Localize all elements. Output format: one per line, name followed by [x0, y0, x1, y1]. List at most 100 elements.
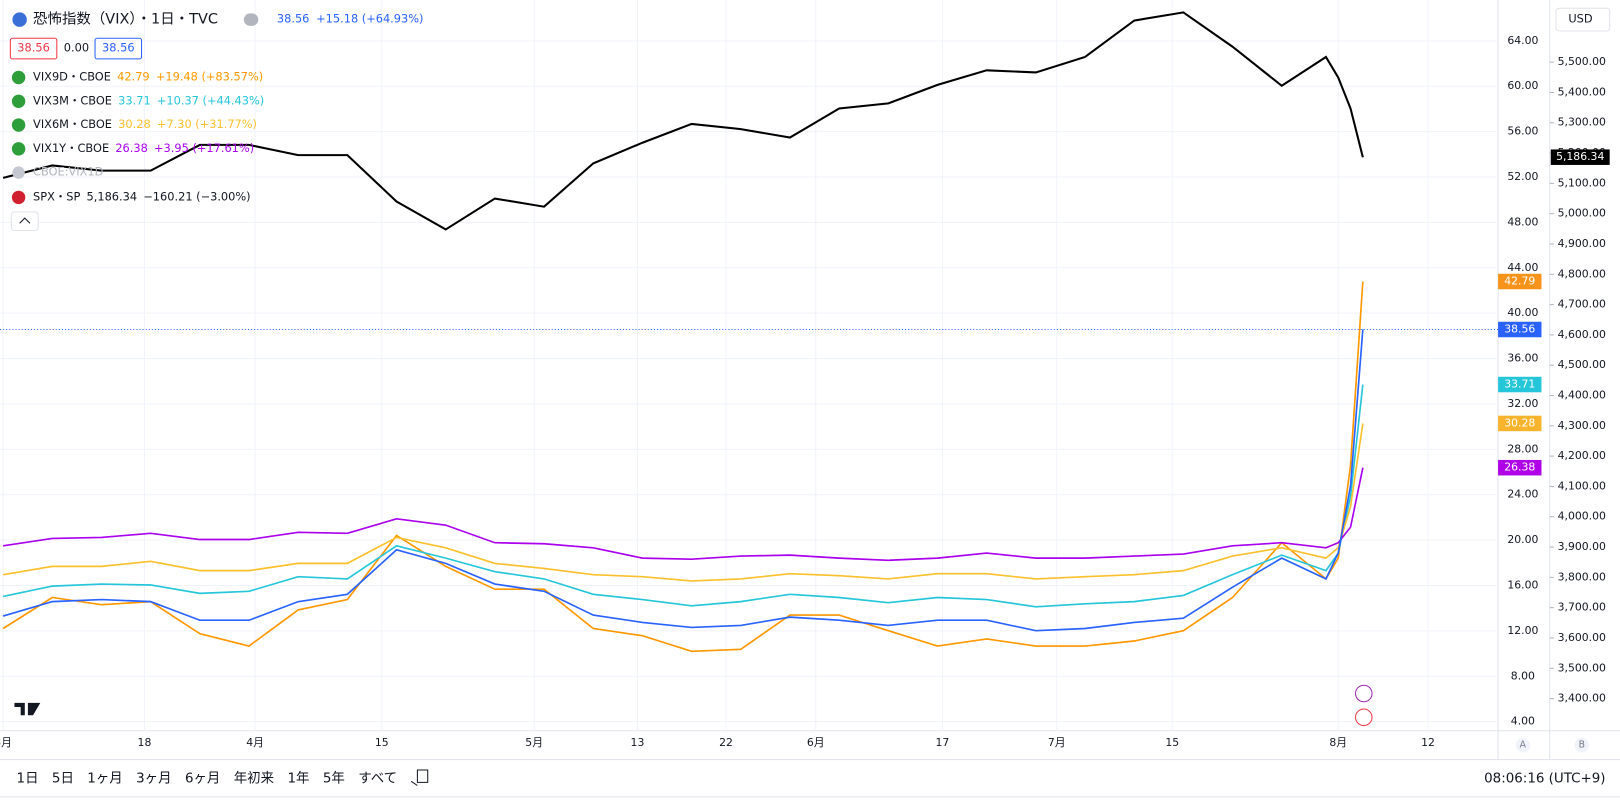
- price-tag: [1498, 415, 1542, 432]
- legend-entry: SPX・SP 5,186.34 −160.21 (−3.00%): [33, 189, 251, 203]
- legend-name: VIX9D・CBOE: [33, 70, 111, 84]
- y2-tick-label: 3,900.00: [1558, 540, 1606, 553]
- flag-icon: [12, 12, 27, 27]
- legend-change: +7.30 (+31.77%): [157, 117, 257, 131]
- price-tag: [1498, 321, 1542, 338]
- price-tag: [1498, 376, 1542, 393]
- x-tick-label: 3月: [0, 736, 12, 749]
- axis-button[interactable]: [1574, 737, 1590, 753]
- header-change: +15.18 (+64.93%): [316, 12, 423, 26]
- price-tag-label: 5,186.34: [1556, 150, 1604, 163]
- ohlc-value: 0.00: [64, 41, 89, 55]
- chart-title: 恐怖指数（VIX）・1日・TVC: [33, 11, 218, 28]
- y2-tick-label: 4,700.00: [1558, 298, 1606, 311]
- logo: [14, 702, 41, 716]
- range-button[interactable]: 1日: [17, 771, 39, 786]
- event-icon[interactable]: [1354, 708, 1373, 727]
- legend-change: +3.95 (+17.61%): [154, 141, 254, 155]
- y-tick-label: 28.00: [1507, 442, 1538, 455]
- axis-button-label: B: [1579, 740, 1585, 751]
- legend-icon: [12, 166, 25, 179]
- y-tick-label: 52.00: [1507, 170, 1538, 183]
- event-icon[interactable]: [1354, 684, 1373, 703]
- legend-name: VIX1Y・CBOE: [33, 141, 109, 155]
- y-tick-label: 48.00: [1507, 215, 1538, 228]
- legend-icon: [11, 70, 26, 85]
- collapse-button[interactable]: [10, 211, 39, 231]
- y2-tick-label: 4,200.00: [1558, 449, 1606, 462]
- legend-icon: [11, 142, 26, 156]
- range-button[interactable]: 5年: [323, 770, 345, 786]
- range-button[interactable]: 年初来: [234, 770, 274, 786]
- y2-tick-label: 5,400.00: [1558, 85, 1606, 98]
- x-tick-label: 18: [138, 736, 152, 749]
- x-tick-label: 7月: [1048, 736, 1066, 749]
- x-tick-label: 5月: [525, 736, 543, 749]
- legend-last: 33.71: [118, 93, 151, 107]
- date-range-icon[interactable]: [410, 769, 429, 786]
- y2-tick-label: 4,800.00: [1558, 267, 1606, 280]
- price-tag: [1550, 149, 1610, 165]
- legend-entry: VIX3M・CBOE 33.71 +10.37 (+44.43%): [33, 93, 264, 107]
- price-tag: [1498, 459, 1542, 476]
- y2-tick-label: 4,000.00: [1558, 510, 1606, 523]
- legend-last: 5,186.34: [87, 189, 138, 203]
- axis-button-label: A: [1520, 740, 1527, 751]
- y2-tick-label: 5,000.00: [1558, 207, 1606, 220]
- y2-tick-label: 4,300.00: [1558, 419, 1606, 432]
- range-button[interactable]: 1ヶ月: [87, 771, 122, 786]
- overlay: 恐怖指数（VIX）・1日・TVC 38.56 +15.18 (+64.93%) …: [9, 7, 1611, 786]
- range-button[interactable]: 6ヶ月: [185, 771, 220, 786]
- y2-tick-label: 3,600.00: [1558, 631, 1606, 644]
- y-tick-label: 40.00: [1507, 306, 1538, 319]
- price-tag: [1498, 273, 1542, 290]
- range-button[interactable]: 3ヶ月: [136, 771, 171, 786]
- ohlc-box: [94, 37, 143, 60]
- y2-tick-label: 5,500.00: [1558, 55, 1606, 68]
- y-tick-label: 44.00: [1507, 261, 1538, 274]
- header-last: 38.56: [277, 12, 310, 26]
- y2-tick-label: 4,400.00: [1558, 389, 1606, 402]
- y-tick-label: 36.00: [1507, 352, 1538, 365]
- price-tag-label: 26.38: [1504, 461, 1535, 474]
- ohlc-value: 38.56: [17, 41, 50, 55]
- x-tick-label: 17: [935, 736, 949, 749]
- legend-entry: VIX6M・CBOE 30.28 +7.30 (+31.77%): [33, 117, 257, 131]
- grid: 4.00 8.00 12.00 16.00 20.00 24.00 28.00 32.00 36…: [0, 0, 1606, 749]
- currency: USD: [1568, 12, 1593, 26]
- y-tick-label: 32.00: [1507, 397, 1538, 410]
- legend-change: −160.21 (−3.00%): [143, 189, 250, 203]
- legend-last: 26.38: [115, 141, 148, 155]
- plot: [0, 11, 1499, 653]
- currency-button[interactable]: [1555, 7, 1611, 32]
- price-tag-label: 38.56: [1504, 323, 1535, 336]
- y-tick-label: 16.00: [1507, 578, 1538, 591]
- ohlc-box: [9, 37, 58, 60]
- price-tag-label: 30.28: [1504, 416, 1535, 429]
- series-line: [2, 423, 1364, 582]
- collapse-icon: [19, 217, 31, 224]
- y-tick-label: 24.00: [1507, 488, 1538, 501]
- range-button[interactable]: 5日: [52, 771, 74, 786]
- y-tick-label: 8.00: [1511, 669, 1535, 682]
- hide-button[interactable]: [243, 13, 259, 26]
- legend-last: 42.79: [117, 70, 150, 84]
- y2-tick-label: 3,700.00: [1558, 601, 1606, 614]
- hidden-legend: CBOE:VIX1D: [33, 165, 104, 179]
- legend-entry: VIX9D・CBOE 42.79 +19.48 (+83.57%): [33, 70, 263, 84]
- y2-tick-label: 5,100.00: [1558, 176, 1606, 189]
- range-button[interactable]: 1年: [287, 770, 309, 786]
- legend-icon: [11, 94, 26, 109]
- axis-button[interactable]: [1515, 737, 1531, 753]
- legend-last: 30.28: [118, 117, 151, 131]
- y-tick-label: 4.00: [1511, 715, 1535, 728]
- y2-tick-label: 4,900.00: [1558, 237, 1606, 250]
- y2-tick-label: 4,500.00: [1558, 358, 1606, 371]
- legend-change: +19.48 (+83.57%): [156, 70, 263, 84]
- price-tag-label: 33.71: [1504, 378, 1535, 391]
- x-tick-label: 15: [1165, 736, 1179, 749]
- legend-entry: VIX1Y・CBOE 26.38 +3.95 (+17.61%): [33, 141, 254, 155]
- range-button[interactable]: すべて: [358, 770, 397, 786]
